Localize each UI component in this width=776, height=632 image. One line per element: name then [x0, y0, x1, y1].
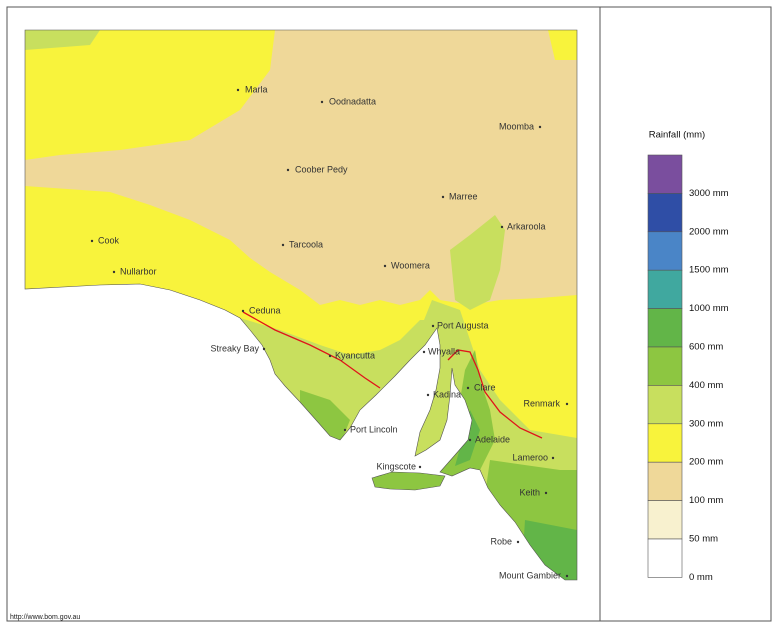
legend-label: 0 mm — [689, 572, 713, 583]
outer-frame — [6, 6, 772, 622]
legend: 3000 mm 2000 mm 1500 mm 1000 mm 600 mm 400 mm… — [647, 154, 729, 583]
place-label: Keith — [519, 487, 540, 497]
place-label: Arkaroola — [507, 221, 546, 231]
place-label: Ceduna — [249, 305, 281, 315]
legend-label: 3000 mm — [689, 188, 729, 199]
place-dot — [241, 309, 245, 313]
legend-swatch — [647, 193, 683, 233]
place-label: Port Augusta — [437, 320, 489, 330]
place-dot — [466, 386, 470, 390]
legend-label: 300 mm — [689, 418, 723, 429]
place-label: Oodnadatta — [329, 96, 376, 106]
source-url: http://www.bom.gov.au — [10, 614, 80, 621]
place-dot — [538, 125, 542, 129]
place-label: Whyalla — [428, 346, 460, 356]
place-dot — [500, 225, 504, 229]
place-dot — [112, 270, 116, 274]
place-dot — [236, 88, 240, 92]
place-dot — [328, 354, 332, 358]
place-dot — [422, 350, 426, 354]
legend-swatch — [647, 385, 683, 425]
place-dot — [544, 491, 548, 495]
legend-swatch — [647, 269, 683, 309]
place-dot — [431, 324, 435, 328]
place-label: Cook — [98, 235, 120, 245]
place-dot — [565, 574, 569, 578]
zone-600-1000 — [520, 520, 577, 580]
place-label: Lameroo — [512, 452, 548, 462]
place-dot — [262, 347, 266, 351]
land — [25, 30, 577, 580]
places: Marla Oodnadatta Moomba Coober Pedy Marree Ar… — [90, 84, 569, 580]
legend-title: Rainfall (mm) — [649, 130, 705, 141]
place-label: Marla — [245, 84, 268, 94]
goyder-line-east — [447, 349, 543, 439]
place-label: Robe — [490, 536, 512, 546]
coastline — [24, 29, 578, 581]
legend-swatch — [647, 461, 683, 501]
legend-label: 600 mm — [689, 342, 723, 353]
legend-label: 1000 mm — [689, 303, 729, 314]
place-label: Nullarbor — [120, 266, 157, 276]
place-dot — [286, 168, 290, 172]
place-label: Port Lincoln — [350, 424, 398, 434]
place-dot — [383, 264, 387, 268]
legend-label: 50 mm — [689, 534, 718, 545]
place-dot — [281, 243, 285, 247]
legend-swatch — [647, 538, 683, 578]
legend-label: 200 mm — [689, 457, 723, 468]
place-label: Tarcoola — [289, 239, 323, 249]
legend-label: 400 mm — [689, 380, 723, 391]
place-label: Kingscote — [376, 461, 416, 471]
place-label: Kadina — [433, 389, 461, 399]
place-dot — [441, 195, 445, 199]
legend-label: 100 mm — [689, 495, 723, 506]
place-dot — [516, 540, 520, 544]
place-dot — [426, 393, 430, 397]
legend-swatch — [647, 308, 683, 348]
zone-300-400 — [200, 318, 430, 580]
legend-swatch — [647, 346, 683, 386]
legend-label: 2000 mm — [689, 226, 729, 237]
kangaroo-island — [371, 471, 446, 491]
place-label: Mount Gambier — [499, 570, 561, 580]
place-label: Moomba — [499, 121, 534, 131]
place-label: Marree — [449, 191, 478, 201]
place-dot — [468, 438, 472, 442]
legend-swatch — [647, 500, 683, 540]
place-label: Kyancutta — [335, 350, 375, 360]
place-label: Woomera — [391, 260, 430, 270]
place-label: Clare — [474, 382, 496, 392]
legend-label: 1500 mm — [689, 265, 729, 276]
legend-swatch — [647, 231, 683, 271]
place-dot — [343, 428, 347, 432]
place-dot — [565, 402, 569, 406]
place-dot — [551, 456, 555, 460]
zone-300-400 — [25, 30, 100, 50]
legend-swatch — [647, 154, 683, 194]
zone-100-200 — [25, 30, 577, 305]
goyder-line-west — [242, 311, 381, 389]
zone-300-400 — [450, 215, 505, 310]
place-dot — [320, 100, 324, 104]
place-label: Streaky Bay — [210, 343, 259, 353]
place-label: Renmark — [523, 398, 560, 408]
place-dot — [418, 465, 422, 469]
place-dot — [90, 239, 94, 243]
place-label: Coober Pedy — [295, 164, 348, 174]
place-label: Adelaide — [475, 434, 510, 444]
legend-swatch — [647, 423, 683, 463]
